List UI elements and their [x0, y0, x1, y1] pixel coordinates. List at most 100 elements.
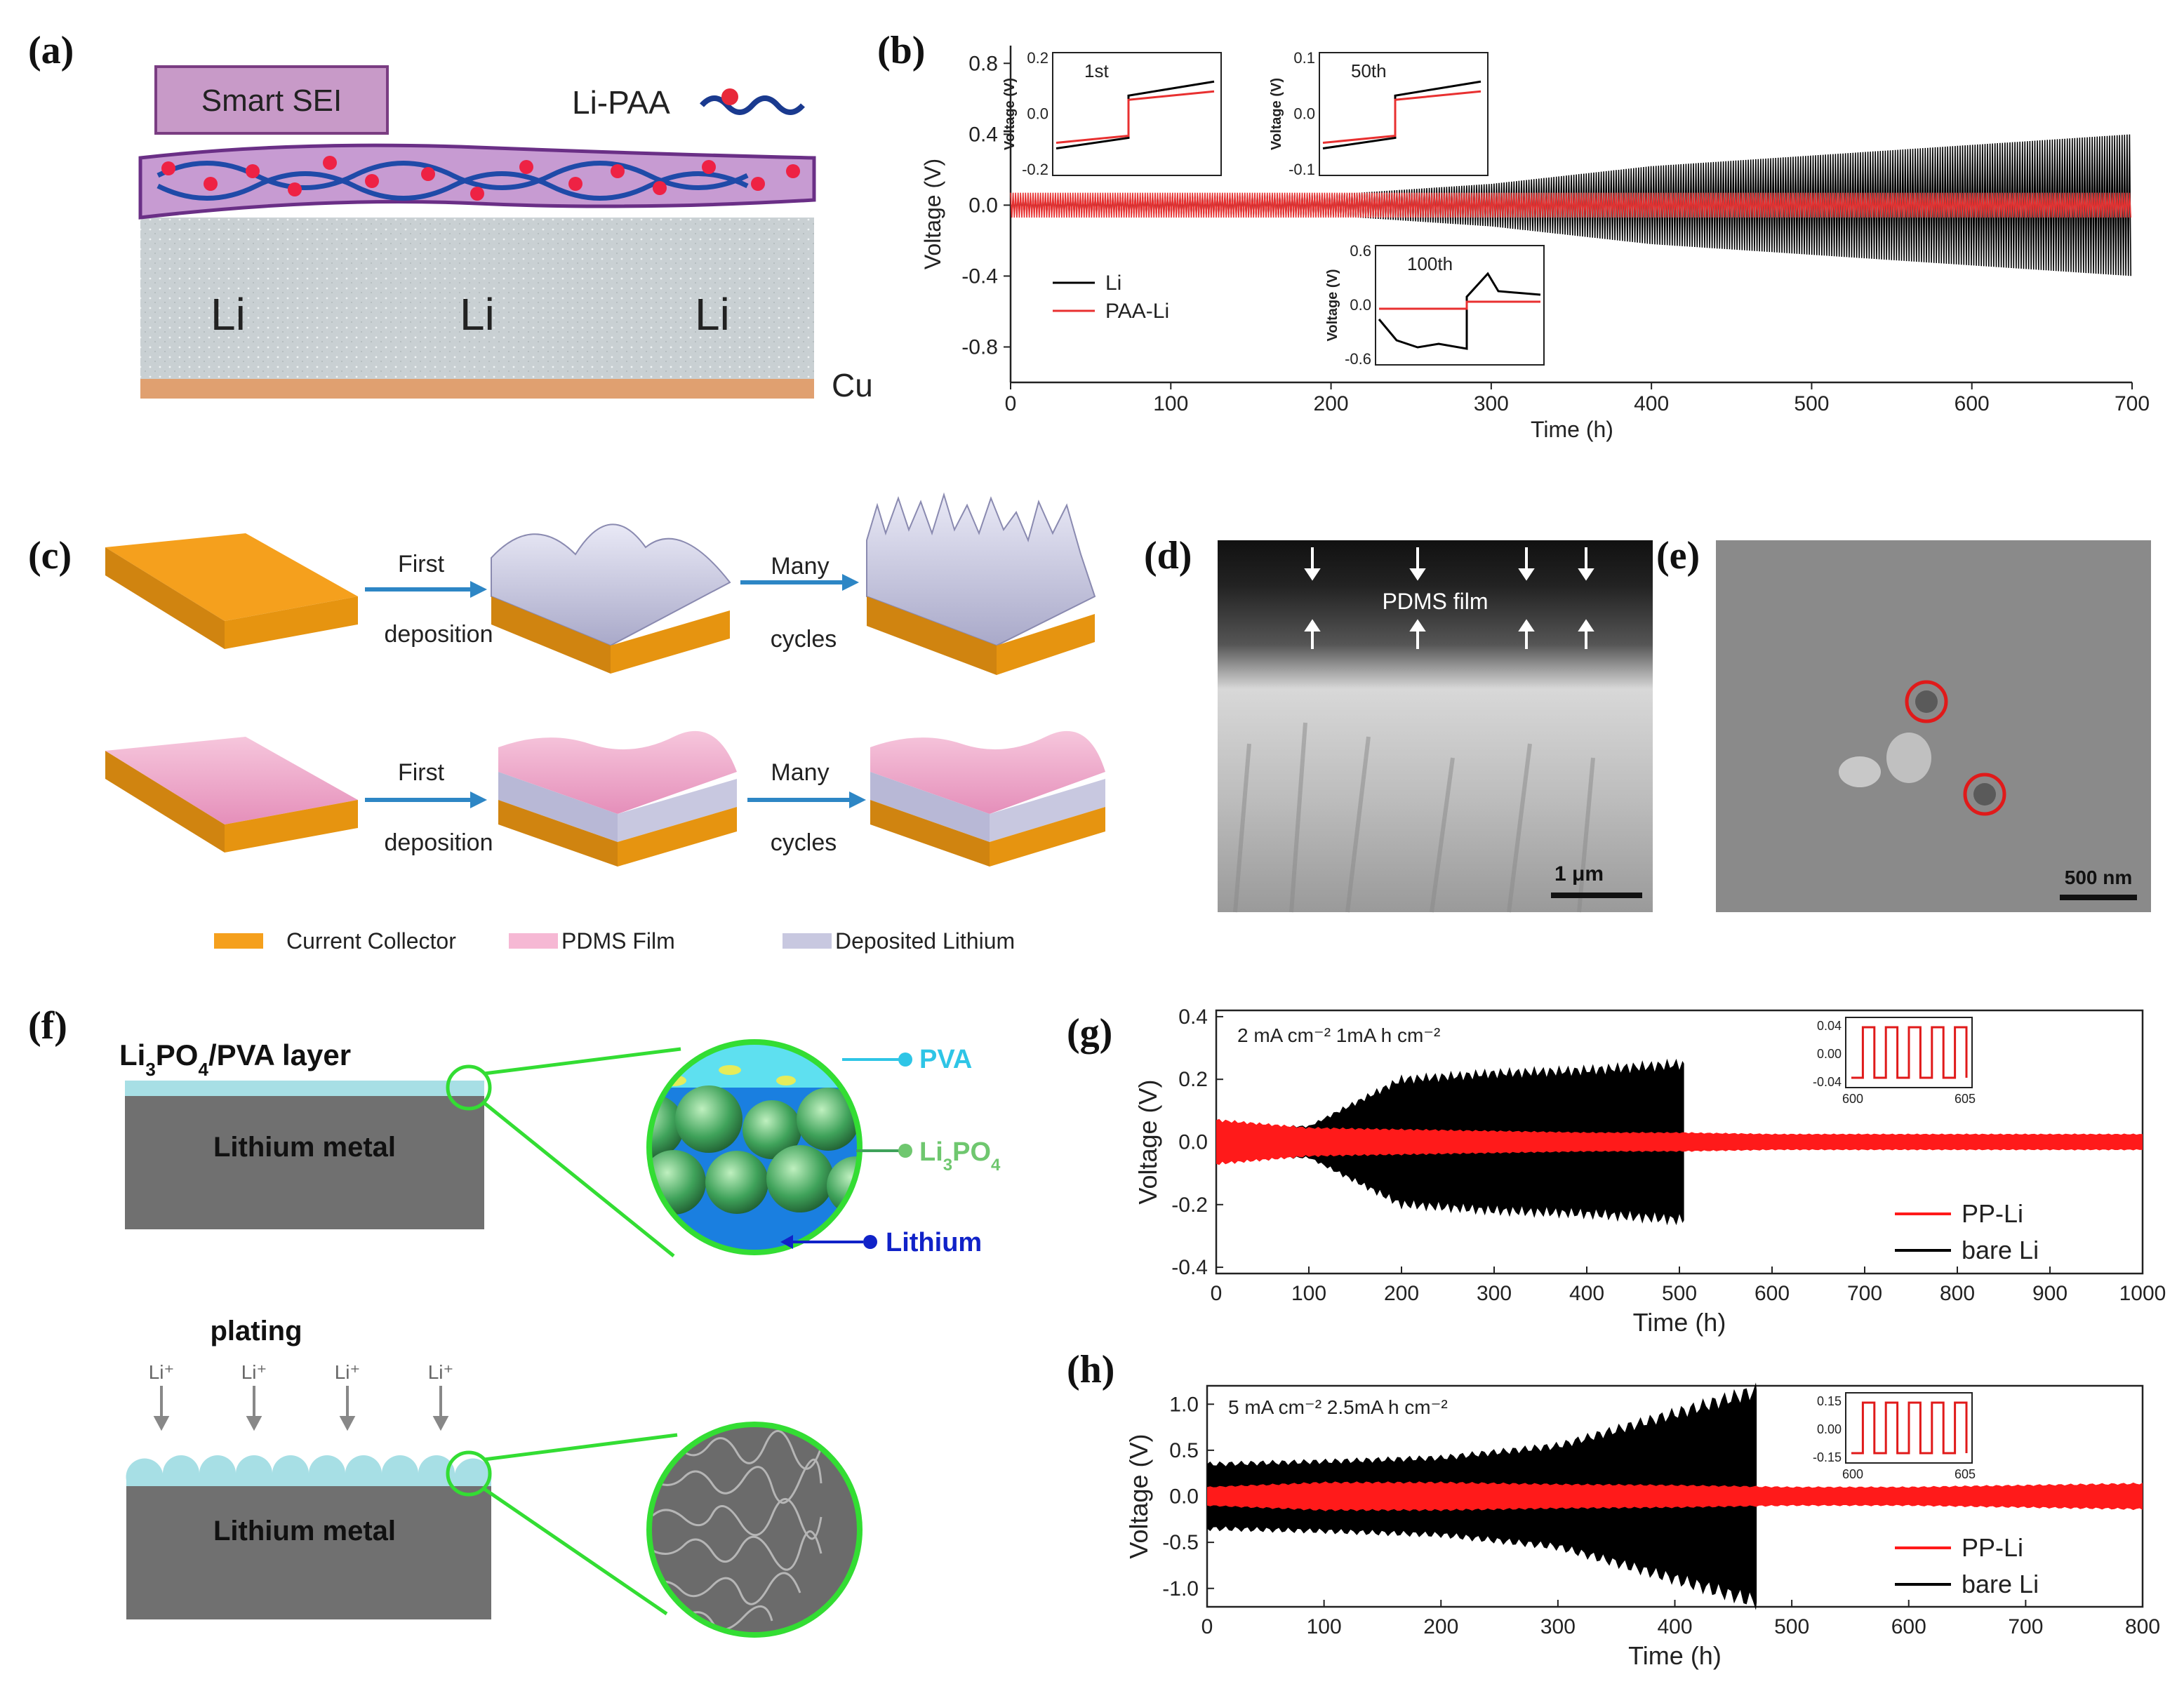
condition-annotation: 5 mA cm⁻² 2.5mA h cm⁻² — [1228, 1396, 1448, 1418]
dendritic-lithium — [866, 492, 1096, 647]
inset-ytick: 0.00 — [1817, 1047, 1842, 1061]
x-tick-label: 900 — [2032, 1282, 2068, 1305]
x-tick-label: 700 — [2115, 392, 2150, 415]
y-tick-label: -0.4 — [961, 265, 998, 288]
chart-g: 0 100 200 300 400 500 600 700 800 900 1000 0.4 0.2 0.… — [1133, 1005, 2166, 1337]
rough-lithium — [491, 523, 731, 647]
collector-slab-top — [105, 533, 358, 621]
legend-pp-li-label: PP-Li — [1962, 1199, 2023, 1228]
panel-label-e: (e) — [1656, 534, 1700, 577]
inset-ytick-2: 0.0 — [1293, 105, 1315, 123]
x-tick-label: 500 — [1794, 392, 1829, 415]
y-tick-label: 0.4 — [968, 123, 998, 146]
li-label-1: Li — [211, 289, 246, 340]
panel-c: (c) First deposition Many cycles — [0, 491, 1137, 968]
inset-ylabel-2: Voltage (V) — [1269, 78, 1284, 150]
series-paa-li — [1010, 192, 2131, 218]
x-tick-label: 300 — [1540, 1615, 1576, 1638]
inset-frame-3 — [1375, 245, 1545, 366]
y-tick-label: 0.5 — [1169, 1439, 1199, 1462]
inset-title-1: 1st — [1084, 60, 1109, 81]
inset-ytick: -0.15 — [1813, 1450, 1842, 1464]
y-tick-label: 0.0 — [968, 194, 998, 217]
x-tick-label: 0 — [1201, 1615, 1213, 1638]
y-tick-label: 0.8 — [968, 52, 998, 75]
panel-label-g: (g) — [1067, 1011, 1113, 1055]
cu-label: Cu — [832, 367, 873, 403]
y-tick-label: 0.0 — [1178, 1131, 1208, 1154]
inset-ytick-3: 0.6 — [1350, 242, 1371, 260]
panel-e: (e) 500 nm — [1649, 491, 2184, 926]
legend-swatch-pdms — [509, 933, 558, 949]
zoom-pva-li3po4 — [649, 1042, 860, 1252]
li-label-2: Li — [460, 289, 495, 340]
cycles-label-bottom: cycles — [771, 829, 837, 856]
inset-ytick-1: 0.0 — [1027, 105, 1048, 123]
legend-pp-li-label: PP-Li — [1962, 1533, 2023, 1562]
pore-circle-2 — [1963, 773, 2006, 816]
svg-text:Li⁺: Li⁺ — [241, 1361, 267, 1383]
x-tick-label: 800 — [1940, 1282, 1975, 1305]
inset-li-trace-3 — [1378, 272, 1541, 350]
inset-square-wave — [1851, 1026, 1968, 1079]
inset-xtick: 605 — [1955, 1092, 1976, 1106]
inset-square-wave — [1851, 1401, 1968, 1455]
panel-label-c: (c) — [28, 534, 72, 577]
inset-frame-1 — [1052, 52, 1222, 176]
x-tick-label: 100 — [1153, 392, 1188, 415]
polymer-chain-2 — [157, 171, 749, 201]
panel-label-f: (f) — [28, 1004, 67, 1048]
li-ion-dots — [161, 156, 800, 201]
deposition-label-top: deposition — [384, 621, 493, 648]
svg-text:Li⁺: Li⁺ — [149, 1361, 175, 1383]
zoom-sem-surface — [649, 1424, 860, 1635]
x-tick-label: 400 — [1569, 1282, 1604, 1305]
li3po4-label: Li3PO4 — [919, 1137, 1001, 1175]
x-tick-label: 0 — [1005, 392, 1017, 415]
inset-xtick: 600 — [1842, 1092, 1863, 1106]
x-tick-label: 300 — [1477, 1282, 1512, 1305]
cycles-label-top: cycles — [771, 626, 837, 653]
inset-ytick-1: 0.2 — [1027, 49, 1048, 67]
lithium-layer — [140, 218, 814, 393]
panel-label-d: (d) — [1144, 534, 1192, 577]
scalebar-e — [2060, 895, 2137, 900]
inset-paa-trace-3 — [1379, 300, 1540, 310]
y-tick-label: 0.4 — [1178, 1005, 1208, 1029]
scalebar-d — [1551, 893, 1642, 898]
smart-sei-text: Smart SEI — [201, 83, 342, 118]
y-tick-label: 1.0 — [1169, 1393, 1199, 1416]
y-axis-label: Voltage (V) — [1124, 1434, 1153, 1558]
panel-b: (b) 0 100 200 300 400 500 600 700 -0.8 -0.4 0.0 0.4… — [870, 0, 2184, 456]
panel-c-illustration: First deposition Many cycles First depos… — [105, 492, 1105, 954]
lithium-metal-label-top: Lithium metal — [213, 1132, 396, 1163]
inset-xtick: 605 — [1955, 1467, 1976, 1481]
sem-image-d: PDMS film 1 μm — [1218, 540, 1653, 913]
lithium-metal-label-bottom: Lithium metal — [213, 1516, 396, 1546]
inset-title-2: 50th — [1351, 60, 1387, 81]
inset-title-3: 100th — [1407, 253, 1453, 274]
scale-label-e: 500 nm — [2065, 867, 2133, 888]
panel-a-illustration: Smart SEI Li-PAA Li Li Li Cu — [138, 65, 873, 403]
pore-circle-1 — [1905, 680, 1948, 723]
y-tick-label: -0.5 — [1162, 1531, 1199, 1554]
sei-layer — [138, 143, 816, 220]
deposition-label-bottom: deposition — [384, 829, 493, 856]
many-label-top: Many — [771, 553, 829, 580]
pva-coating — [125, 1081, 484, 1096]
x-tick-label: 200 — [1423, 1615, 1458, 1638]
legend-pdms: PDMS Film — [561, 928, 675, 954]
lithium-metal-bottom — [126, 1486, 491, 1619]
x-tick-label: 600 — [1891, 1615, 1926, 1638]
layer-label: Li3PO4/PVA layer — [119, 1038, 351, 1080]
condition-annotation: 2 mA cm⁻² 1mA h cm⁻² — [1237, 1024, 1440, 1046]
inset-frame-2 — [1319, 52, 1489, 176]
scale-label-d: 1 μm — [1554, 862, 1604, 886]
legend-lithium: Deposited Lithium — [835, 928, 1015, 954]
li-paa-text: Li-PAA — [572, 84, 670, 121]
series-pp-li — [1207, 1481, 2143, 1511]
inset-ylabel-3: Voltage (V) — [1325, 269, 1340, 342]
inset-xtick: 600 — [1842, 1467, 1863, 1481]
y-tick-label: 0.2 — [1178, 1068, 1208, 1091]
legend-swatch-lithium — [783, 933, 832, 949]
